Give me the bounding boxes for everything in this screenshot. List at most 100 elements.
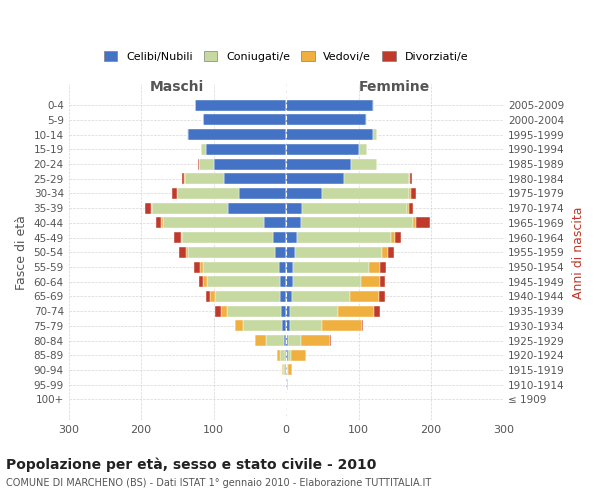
Bar xyxy=(380,262,386,272)
Bar xyxy=(286,262,293,272)
Bar xyxy=(283,320,286,332)
Text: Maschi: Maschi xyxy=(150,80,205,94)
Bar xyxy=(181,232,182,243)
Bar xyxy=(266,335,284,346)
Bar xyxy=(172,188,176,199)
Bar xyxy=(286,129,373,140)
Bar xyxy=(187,129,188,140)
Bar xyxy=(351,158,377,170)
Bar xyxy=(301,218,413,228)
Bar xyxy=(176,188,178,199)
Bar xyxy=(373,129,377,140)
Y-axis label: Anni di nascita: Anni di nascita xyxy=(572,206,585,298)
Bar xyxy=(279,262,286,272)
Bar xyxy=(297,232,391,243)
Bar xyxy=(186,247,188,258)
Bar xyxy=(207,276,280,287)
Bar xyxy=(203,262,279,272)
Bar xyxy=(277,350,280,361)
Bar xyxy=(273,232,286,243)
Bar xyxy=(286,276,293,287)
Bar xyxy=(288,335,301,346)
Bar xyxy=(155,218,161,228)
Bar xyxy=(151,202,152,213)
Bar xyxy=(152,202,228,213)
Bar xyxy=(178,188,239,199)
Bar xyxy=(362,320,363,332)
Bar xyxy=(370,262,380,272)
Bar xyxy=(265,218,286,228)
Bar xyxy=(286,247,295,258)
Bar xyxy=(292,291,350,302)
Bar xyxy=(286,158,351,170)
Bar xyxy=(199,276,203,287)
Bar xyxy=(286,144,359,155)
Bar xyxy=(214,158,286,170)
Bar xyxy=(382,247,388,258)
Bar xyxy=(380,276,385,287)
Bar xyxy=(330,335,331,346)
Bar xyxy=(350,291,379,302)
Bar xyxy=(286,218,301,228)
Bar xyxy=(290,306,338,316)
Bar xyxy=(227,306,281,316)
Bar xyxy=(239,188,286,199)
Text: Femmine: Femmine xyxy=(359,80,430,94)
Bar xyxy=(286,291,292,302)
Bar xyxy=(255,335,266,346)
Bar xyxy=(301,335,330,346)
Bar xyxy=(235,320,242,332)
Bar xyxy=(374,306,380,316)
Bar xyxy=(224,174,286,184)
Bar xyxy=(409,202,413,213)
Bar xyxy=(145,202,151,213)
Bar xyxy=(200,144,206,155)
Bar xyxy=(291,350,305,361)
Bar xyxy=(286,232,297,243)
Bar xyxy=(184,174,185,184)
Bar xyxy=(203,276,207,287)
Bar xyxy=(200,262,203,272)
Bar xyxy=(286,364,287,376)
Bar xyxy=(366,114,367,126)
Bar xyxy=(284,335,286,346)
Bar xyxy=(196,100,286,111)
Bar xyxy=(288,364,292,376)
Bar xyxy=(179,247,186,258)
Bar xyxy=(286,379,287,390)
Bar xyxy=(287,364,288,376)
Bar xyxy=(286,202,302,213)
Bar xyxy=(413,218,416,228)
Bar xyxy=(206,291,210,302)
Bar xyxy=(286,320,290,332)
Bar xyxy=(175,232,181,243)
Bar xyxy=(338,306,374,316)
Bar xyxy=(391,232,395,243)
Bar xyxy=(210,291,215,302)
Bar xyxy=(286,174,344,184)
Bar xyxy=(410,188,416,199)
Bar xyxy=(359,144,367,155)
Bar xyxy=(161,218,163,228)
Bar xyxy=(280,350,286,361)
Bar xyxy=(242,320,283,332)
Bar xyxy=(275,247,286,258)
Y-axis label: Fasce di età: Fasce di età xyxy=(15,215,28,290)
Bar xyxy=(188,129,286,140)
Bar xyxy=(410,174,412,184)
Bar xyxy=(293,276,361,287)
Bar xyxy=(290,320,322,332)
Bar xyxy=(322,188,409,199)
Bar xyxy=(395,232,401,243)
Bar xyxy=(283,364,286,376)
Bar xyxy=(182,232,273,243)
Text: Popolazione per età, sesso e stato civile - 2010: Popolazione per età, sesso e stato civil… xyxy=(6,458,376,472)
Bar xyxy=(287,350,291,361)
Bar xyxy=(373,100,374,111)
Bar xyxy=(409,188,410,199)
Bar xyxy=(416,218,430,228)
Bar xyxy=(409,174,410,184)
Bar xyxy=(344,174,409,184)
Bar xyxy=(361,276,380,287)
Bar xyxy=(206,144,286,155)
